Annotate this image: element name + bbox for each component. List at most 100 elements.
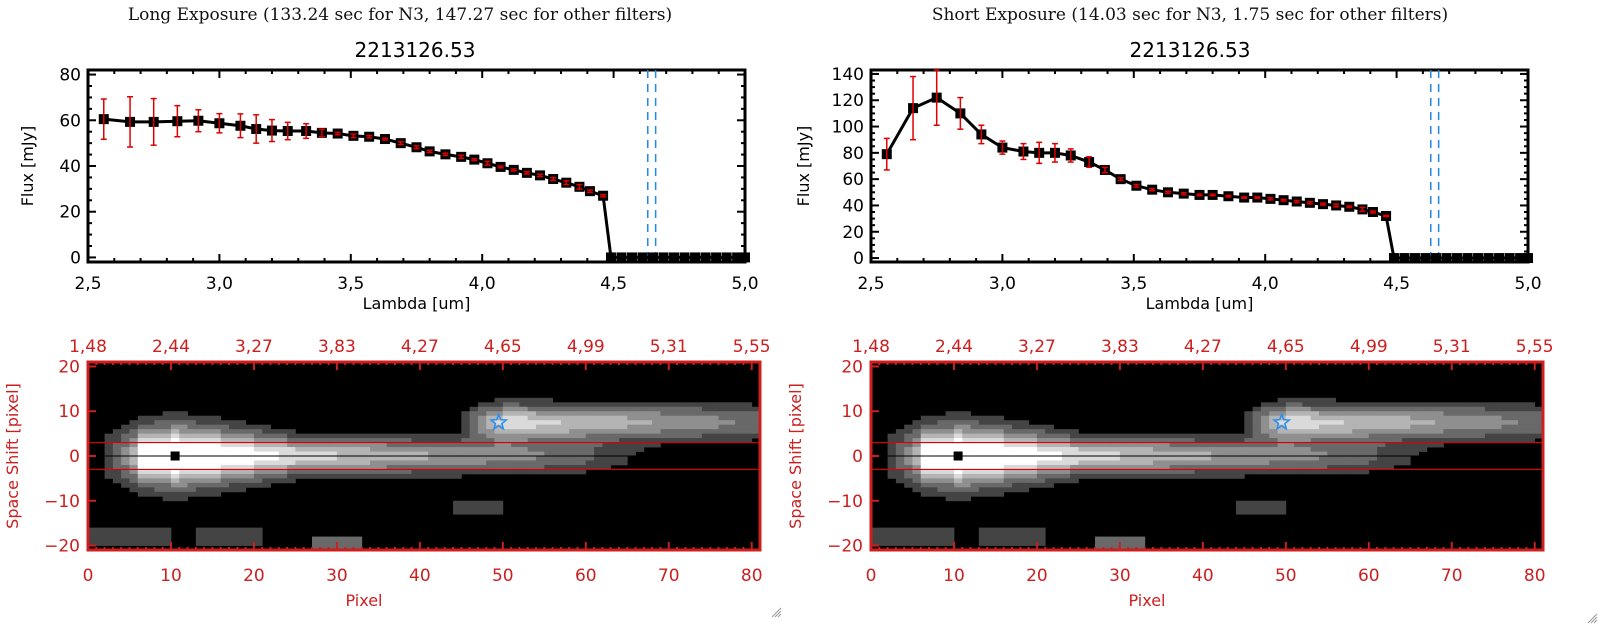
error-bar [397,141,404,146]
image-pixel [1476,402,1486,408]
image-pixel [937,541,947,546]
image-pixel [1161,447,1171,452]
image-pixel [129,460,139,466]
resize-grip-icon[interactable] [1586,612,1598,624]
image-pixel [494,424,504,430]
image-pixel [1144,433,1154,439]
image-pixel [1294,406,1303,412]
image-pixel [237,442,247,448]
image-pixel [187,442,197,448]
image-pixel [179,411,188,417]
image-pixel [544,406,553,412]
image-pixel [560,456,570,461]
image-pixel [1053,469,1063,475]
image-pixel [569,402,578,408]
image-pixel [879,532,888,537]
image-pixel [594,406,603,412]
image-pixel [527,429,537,435]
image-pixel [987,482,996,488]
image-pixel [1036,429,1046,435]
image-pixel [1385,464,1395,470]
image-pixel [121,536,130,542]
image-pixel [137,447,147,452]
image-pixel [112,438,122,443]
image-pixel [162,473,172,479]
image-pixel [953,464,963,470]
image-pixel [345,451,354,457]
image-pixel [929,433,938,439]
image-pixel [303,442,313,448]
image-pixel [1194,433,1204,439]
image-pixel [502,411,512,417]
image-pixel [1327,447,1336,452]
top-x-tick-label: 4,27 [401,337,439,357]
image-pixel [1451,415,1461,421]
image-pixel [1028,469,1038,475]
image-pixel [1518,424,1527,430]
image-pixel [1061,451,1071,457]
image-pixel [1451,424,1461,430]
error-bar [1267,197,1274,201]
image-pixel [643,420,653,426]
image-pixel [970,491,980,497]
image-pixel [419,469,429,475]
image-pixel [1186,447,1195,452]
image-pixel [1269,469,1278,475]
image-pixel [1418,429,1428,435]
image-pixel [1136,438,1146,443]
image-pixel [1053,438,1063,443]
image-pixel [502,433,512,439]
image-pixel [229,451,238,457]
source-marker [953,451,963,461]
image-pixel [920,469,930,475]
image-pixel [477,424,487,430]
image-pixel [162,469,172,475]
image-pixel [312,460,321,466]
image-pixel [121,541,130,546]
image-pixel [137,442,147,448]
image-pixel [995,541,1005,546]
image-pixel [743,411,753,417]
image-pixel [1111,469,1121,475]
image-pixel [560,411,570,417]
image-pixel [494,397,504,403]
image-pixel [970,433,980,439]
image-pixel [577,415,587,421]
image-pixel [544,411,553,417]
top-x-tick-label: 5,55 [1516,337,1554,357]
image-pixel [1036,469,1046,475]
image-pixel [618,411,628,417]
image-pixel [519,464,529,470]
image-pixel [229,473,238,479]
image-pixel [519,397,529,403]
image-pixel [320,433,329,439]
image-pixel [1020,478,1030,484]
image-pixel [610,451,620,457]
image-pixel [1501,433,1511,439]
image-pixel [1119,473,1129,479]
image-pixel [436,464,446,470]
error-bar [1101,166,1108,174]
image-pixel [544,433,553,439]
image-pixel [718,411,728,417]
image-pixel [887,433,897,439]
image-pixel [1476,424,1486,430]
image-pixel [1368,420,1378,426]
image-pixel [1244,442,1254,448]
image-pixel [187,456,197,461]
image-pixel [1294,451,1303,457]
image-pixel [162,464,172,470]
image-pixel [635,402,645,408]
image-pixel [1020,527,1030,533]
image-pixel [278,429,288,435]
resize-grip-icon[interactable] [770,606,782,618]
image-pixel [278,469,288,475]
image-pixel [602,460,612,466]
image-pixel [220,424,230,430]
image-pixel [1194,438,1204,443]
image-pixel [1285,415,1295,421]
image-pixel [1277,397,1287,403]
image-pixel [1335,456,1345,461]
image-pixel [652,411,661,417]
data-point [679,252,690,263]
